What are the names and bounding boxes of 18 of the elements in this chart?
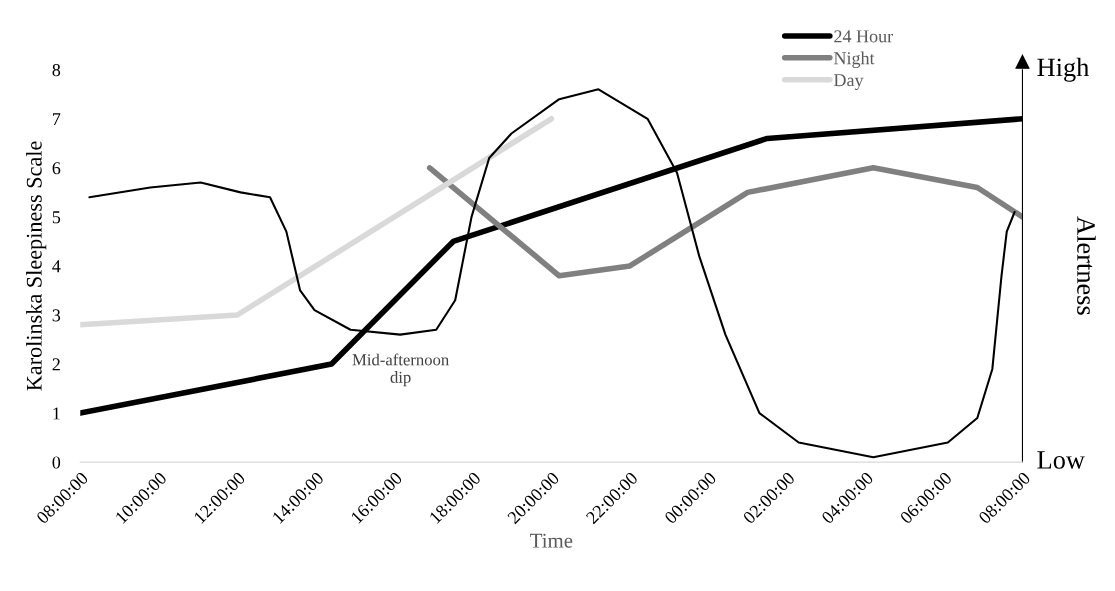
text: High: [1037, 57, 1090, 82]
y-tick-label: 6: [52, 162, 61, 175]
x-axis-title: Time: [530, 533, 573, 548]
legend-label: Night: [833, 51, 875, 69]
y-tick-label: 5: [52, 211, 61, 224]
y-tick-label: 3: [52, 309, 61, 322]
y-axis-title: Karolinska Sleepiness Scale: [26, 141, 47, 391]
y-tick-label: 1: [53, 407, 60, 420]
y2-axis-title: Alertness: [1077, 216, 1096, 315]
y-tick-label: 8: [52, 64, 61, 77]
legend-label: Day: [833, 74, 864, 90]
annotation: Mid-afternoon dip: [352, 353, 449, 387]
y-tick-label: 2: [52, 358, 60, 371]
text: Low: [1037, 451, 1085, 469]
y-tick-label: 7: [53, 113, 61, 126]
y-tick-label: 4: [52, 260, 61, 273]
legend-label: 24 Hour: [834, 30, 893, 43]
y-tick-label: 0: [52, 456, 61, 469]
